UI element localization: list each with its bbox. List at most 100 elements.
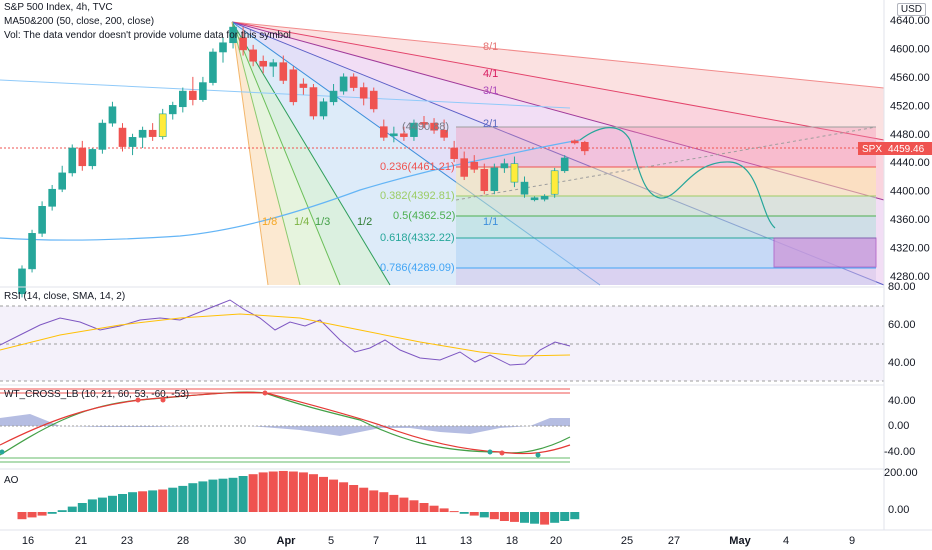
- candle-body: [158, 113, 167, 137]
- volume-indicator-title[interactable]: Vol: The data vendor doesn't provide vol…: [4, 30, 291, 41]
- gann-label-1-3: 1/3: [315, 216, 330, 228]
- rsi-line: [0, 299, 571, 366]
- candle-body: [18, 268, 26, 295]
- candle-body: [460, 158, 469, 177]
- ao-bar: [288, 471, 298, 512]
- ma-indicator-title[interactable]: MA50&200 (50, close, 200, close): [4, 16, 155, 27]
- fib-label-0236: 0.236(4461.21): [380, 161, 455, 173]
- candle-body: [179, 90, 187, 108]
- ao-tick-0: 0.00: [888, 504, 909, 516]
- candle-body: [410, 122, 418, 137]
- ao-bar: [27, 512, 37, 518]
- candle-body: [540, 196, 549, 200]
- candle-body: [279, 62, 288, 81]
- time-tick: 20: [550, 535, 562, 547]
- candle-body: [189, 90, 197, 100]
- ao-bar: [439, 508, 449, 512]
- ao-bar: [148, 490, 158, 512]
- wt-tick-40: 40.00: [888, 395, 916, 407]
- candle-body: [259, 60, 268, 67]
- wt1-line: [0, 391, 571, 456]
- time-tick: 21: [75, 535, 87, 547]
- fib-label-0786: 0.786(4289.09): [380, 262, 455, 274]
- candle-body: [319, 101, 328, 117]
- ao-bar: [389, 494, 399, 512]
- ao-bar: [520, 512, 529, 523]
- time-tick: 5: [328, 535, 334, 547]
- price-tick: 4280.00: [890, 271, 930, 283]
- candle-body: [349, 76, 358, 88]
- candle-body: [329, 90, 338, 103]
- ao-bar: [298, 472, 308, 512]
- ao-bar: [509, 512, 519, 522]
- candle-body: [560, 157, 569, 172]
- time-tick: 11: [415, 535, 426, 547]
- candle-body: [480, 169, 489, 191]
- gann-label-1-8: 1/8: [262, 216, 277, 228]
- candle-body: [128, 137, 137, 147]
- fib-label-top: (4490.88): [402, 121, 449, 133]
- time-axis[interactable]: 16 21 23 28 30 Apr 5 7 11 13 18 20 25 27 May 4 9: [22, 535, 855, 547]
- candle-body: [289, 69, 298, 103]
- candle-body: [38, 206, 46, 234]
- gann-label-1-1: 1/1: [483, 216, 498, 228]
- last-price-symbol: SPX: [862, 144, 882, 155]
- fib-retracement: [456, 126, 876, 285]
- ao-bar: [308, 474, 318, 512]
- ao-bar: [248, 474, 258, 512]
- ao-bar: [258, 472, 268, 512]
- candle-body: [249, 49, 257, 62]
- ao-bar: [218, 478, 228, 512]
- wt-title: WT_CROSS_LB (10, 21, 60, 53, -60, -53): [4, 389, 189, 400]
- candle-body: [339, 76, 348, 92]
- price-tick: 4360.00: [890, 214, 930, 226]
- ao-bar: [479, 512, 489, 518]
- candle-body: [28, 233, 36, 270]
- trend-dotted-line: [455, 126, 877, 201]
- gann-label-4-1: 4/1: [483, 68, 498, 80]
- fib-label-05: 0.5(4362.52): [393, 210, 455, 222]
- ao-bar: [158, 489, 168, 512]
- wt-area: [0, 414, 570, 436]
- candle-body: [239, 37, 247, 51]
- time-tick: 7: [373, 535, 379, 547]
- wt-tick-m40: -40.00: [884, 446, 915, 458]
- target-box: [773, 237, 877, 268]
- candle-body: [148, 129, 157, 137]
- price-tick: 4480.00: [890, 129, 930, 141]
- ao-bar: [469, 512, 479, 516]
- ao-bar: [17, 512, 27, 520]
- time-tick: 9: [849, 535, 855, 547]
- candle-body: [168, 105, 177, 115]
- candle-body: [510, 163, 519, 183]
- candle-body: [78, 147, 87, 167]
- ao-bar: [97, 497, 107, 512]
- candle-body: [470, 161, 479, 170]
- candle-body: [530, 197, 539, 201]
- resistance-line: [0, 79, 571, 109]
- candle-body: [580, 142, 589, 152]
- candle-body: [420, 122, 428, 125]
- currency-badge[interactable]: USD: [896, 3, 926, 16]
- candle-body: [199, 82, 207, 100]
- fib-label-0618: 0.618(4332.22): [380, 232, 455, 244]
- last-price-value: 4459.46: [888, 144, 925, 155]
- candle-body: [400, 133, 408, 137]
- symbol-title[interactable]: S&P 500 Index, 4h, TVC: [4, 2, 113, 13]
- gann-label-1-2: 1/2: [357, 216, 372, 228]
- candle-body: [390, 133, 398, 137]
- candle-body: [299, 83, 308, 88]
- candle-body: [98, 122, 107, 150]
- rsi-ma-line: [0, 313, 571, 357]
- price-axis[interactable]: 4640.00 4600.00 4560.00 4520.00 4480.00 4440.…: [890, 15, 930, 283]
- candle-body: [118, 127, 127, 147]
- candle-body: [369, 90, 378, 110]
- ao-bar: [449, 511, 459, 513]
- gann-fan: [231, 0, 885, 286]
- ao-bar: [107, 495, 117, 512]
- gann-label-8-1: 8/1: [483, 41, 498, 53]
- candle-body: [450, 147, 458, 159]
- candle-body: [359, 87, 368, 99]
- ao-bar: [188, 483, 198, 512]
